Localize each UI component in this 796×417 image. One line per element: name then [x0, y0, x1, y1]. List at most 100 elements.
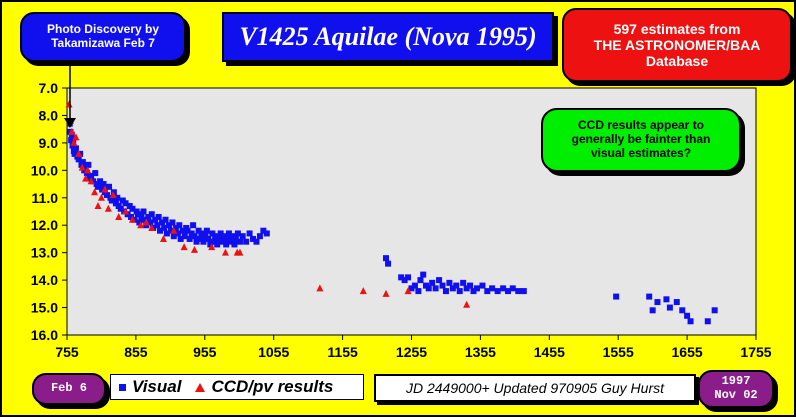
visual-point — [97, 178, 104, 185]
discovery-pointer-arrowhead — [64, 118, 76, 128]
ccd-point — [128, 215, 136, 223]
estimates-line3: Database — [645, 53, 709, 70]
visual-point — [140, 208, 147, 215]
x-tick-label: 855 — [124, 344, 148, 360]
ccd-point — [122, 207, 130, 215]
x-tick-label: 1355 — [465, 344, 496, 360]
ccd-point — [97, 193, 105, 201]
ccd-note-line2: generally be fainter than — [571, 132, 711, 147]
start-date-badge: Feb 6 — [32, 373, 106, 405]
jd-update-note: JD 2449000+ Updated 970905 Guy Hurst — [374, 374, 696, 402]
legend-visual-label: Visual — [132, 377, 182, 396]
visual-point — [398, 274, 405, 281]
end-date-day: Nov 02 — [714, 388, 758, 402]
visual-point — [92, 170, 99, 177]
end-date-year: 1997 — [721, 374, 751, 389]
visual-point — [190, 222, 197, 229]
visual-point — [176, 222, 183, 229]
visual-point — [463, 285, 470, 292]
legend-ccd-marker — [195, 382, 206, 392]
visual-point — [432, 285, 439, 292]
legend-visual-marker — [119, 383, 126, 391]
visual-point — [128, 213, 135, 220]
y-tick-label: 14.0 — [31, 272, 58, 288]
visual-point — [168, 227, 175, 234]
visual-point — [148, 211, 155, 218]
visual-point — [484, 288, 491, 295]
visual-point — [72, 145, 79, 152]
y-tick-label: 7.0 — [39, 80, 59, 96]
visual-point — [385, 260, 392, 267]
visual-point — [649, 307, 656, 314]
visual-point — [473, 285, 480, 292]
visual-point — [243, 238, 250, 245]
estimates-line1: 597 estimates from — [613, 20, 741, 37]
ccd-point — [78, 163, 86, 171]
ccd-point — [104, 204, 112, 212]
visual-point — [90, 178, 97, 185]
visual-point — [234, 230, 241, 237]
visual-point — [646, 293, 653, 300]
visual-point — [179, 227, 186, 234]
visual-point — [157, 227, 164, 234]
ccd-point — [316, 284, 324, 292]
ccd-point — [382, 289, 390, 297]
ccd-note-line1: CCD results appear to — [577, 118, 705, 133]
x-tick-label: 1755 — [740, 344, 771, 360]
visual-point — [200, 238, 207, 245]
visual-point — [95, 183, 102, 190]
photo-discovery-line2: Takamizawa Feb 7 — [51, 36, 155, 50]
legend-ccd-label: CCD/pv results — [211, 377, 334, 396]
visual-point — [673, 299, 680, 306]
y-tick-label: 13.0 — [31, 245, 58, 261]
photo-discovery-line1: Photo Discovery by — [46, 22, 160, 37]
visual-point — [122, 200, 129, 207]
visual-point — [181, 233, 188, 240]
x-tick-label: 1155 — [327, 344, 358, 360]
visual-point — [134, 211, 141, 218]
ccd-point — [170, 226, 178, 234]
visual-point — [85, 161, 92, 168]
visual-point — [663, 296, 670, 303]
visual-point — [500, 285, 507, 292]
ccd-point — [72, 133, 80, 141]
visual-point — [159, 219, 166, 226]
visual-point — [263, 230, 270, 237]
visual-point — [177, 235, 184, 242]
visual-point — [453, 282, 460, 289]
ccd-point — [87, 177, 95, 185]
ccd-point — [109, 191, 117, 199]
visual-point — [131, 216, 138, 223]
visual-point — [236, 238, 243, 245]
visual-point — [75, 156, 82, 163]
visual-point — [383, 255, 390, 262]
visual-point — [129, 205, 136, 212]
visual-point — [436, 277, 443, 284]
visual-point — [186, 235, 193, 242]
ccd-point — [142, 218, 150, 226]
visual-point — [79, 159, 86, 166]
visual-point — [224, 235, 231, 242]
ccd-point — [404, 287, 412, 295]
ccd-point — [137, 221, 145, 229]
visual-point — [227, 238, 234, 245]
estimates-line2: THE ASTRONOMER/BAA — [593, 36, 761, 53]
visual-point — [232, 235, 239, 242]
visual-point — [203, 227, 210, 234]
visual-point — [415, 288, 422, 295]
ccd-point — [236, 248, 244, 256]
ccd-point — [70, 138, 78, 146]
visual-point — [256, 233, 263, 240]
visual-point — [231, 241, 238, 248]
visual-point — [141, 216, 148, 223]
visual-point — [207, 241, 214, 248]
visual-point — [442, 288, 449, 295]
visual-point — [246, 230, 253, 237]
visual-point — [260, 227, 267, 234]
visual-point — [429, 279, 436, 286]
ccd-point — [463, 300, 471, 308]
y-tick-label: 16.0 — [31, 327, 58, 343]
visual-point — [515, 288, 522, 295]
visual-point — [152, 216, 159, 223]
x-tick-label: 955 — [193, 344, 217, 360]
